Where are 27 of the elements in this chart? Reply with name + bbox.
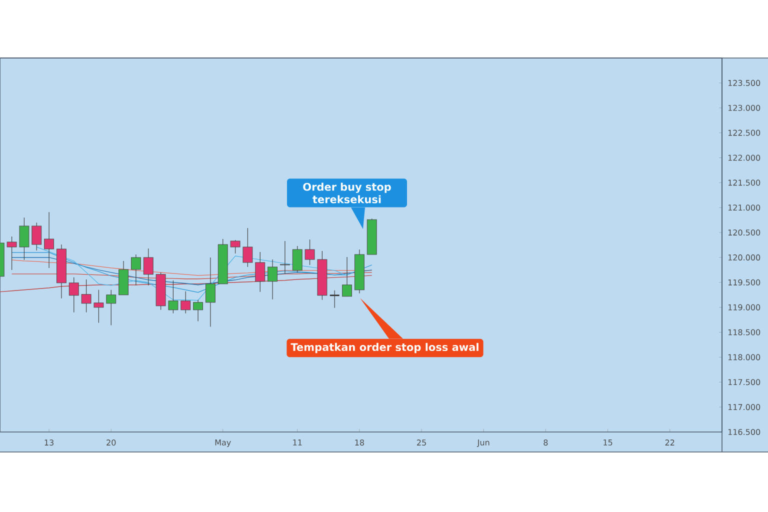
annotation: Tempatkan order stop loss awal [290, 342, 478, 354]
x-tick-label: 8 [544, 440, 548, 446]
x-tick-label: 13 [44, 440, 54, 446]
y-tick-label: 119.500 [728, 279, 760, 286]
y-tick-label: 122.000 [728, 154, 760, 161]
y-tick-label: 121.500 [728, 180, 760, 186]
y-tick-label: 117.000 [728, 404, 760, 410]
annotation: Order buy stop tereksekusi [303, 182, 391, 204]
x-tick-label: 22 [665, 440, 674, 446]
y-tick-label: 118.000 [728, 354, 760, 360]
y-tick-label: 116.500 [728, 428, 760, 436]
x-tick-label: Jun [476, 440, 490, 447]
x-tick-label: May [215, 440, 231, 448]
y-tick-label: 120.500 [728, 230, 760, 236]
y-tick-label: 122.500 [728, 130, 760, 136]
x-tick-label: 25 [417, 440, 426, 446]
y-tick-label: 117.500 [728, 379, 760, 386]
y-tick-label: 123.500 [728, 80, 760, 86]
x-tick-label: 20 [106, 440, 116, 446]
y-tick-label: 118.500 [728, 329, 760, 336]
y-tick-label: 121.000 [728, 204, 760, 211]
y-tick-label: 120.000 [728, 254, 760, 260]
y-tick-label: 119.000 [728, 304, 760, 310]
x-tick-label: 11 [293, 440, 302, 446]
x-tick-label: 15 [604, 440, 612, 446]
x-tick-label: 18 [355, 440, 364, 446]
y-tick-label: 123.000 [728, 104, 760, 111]
